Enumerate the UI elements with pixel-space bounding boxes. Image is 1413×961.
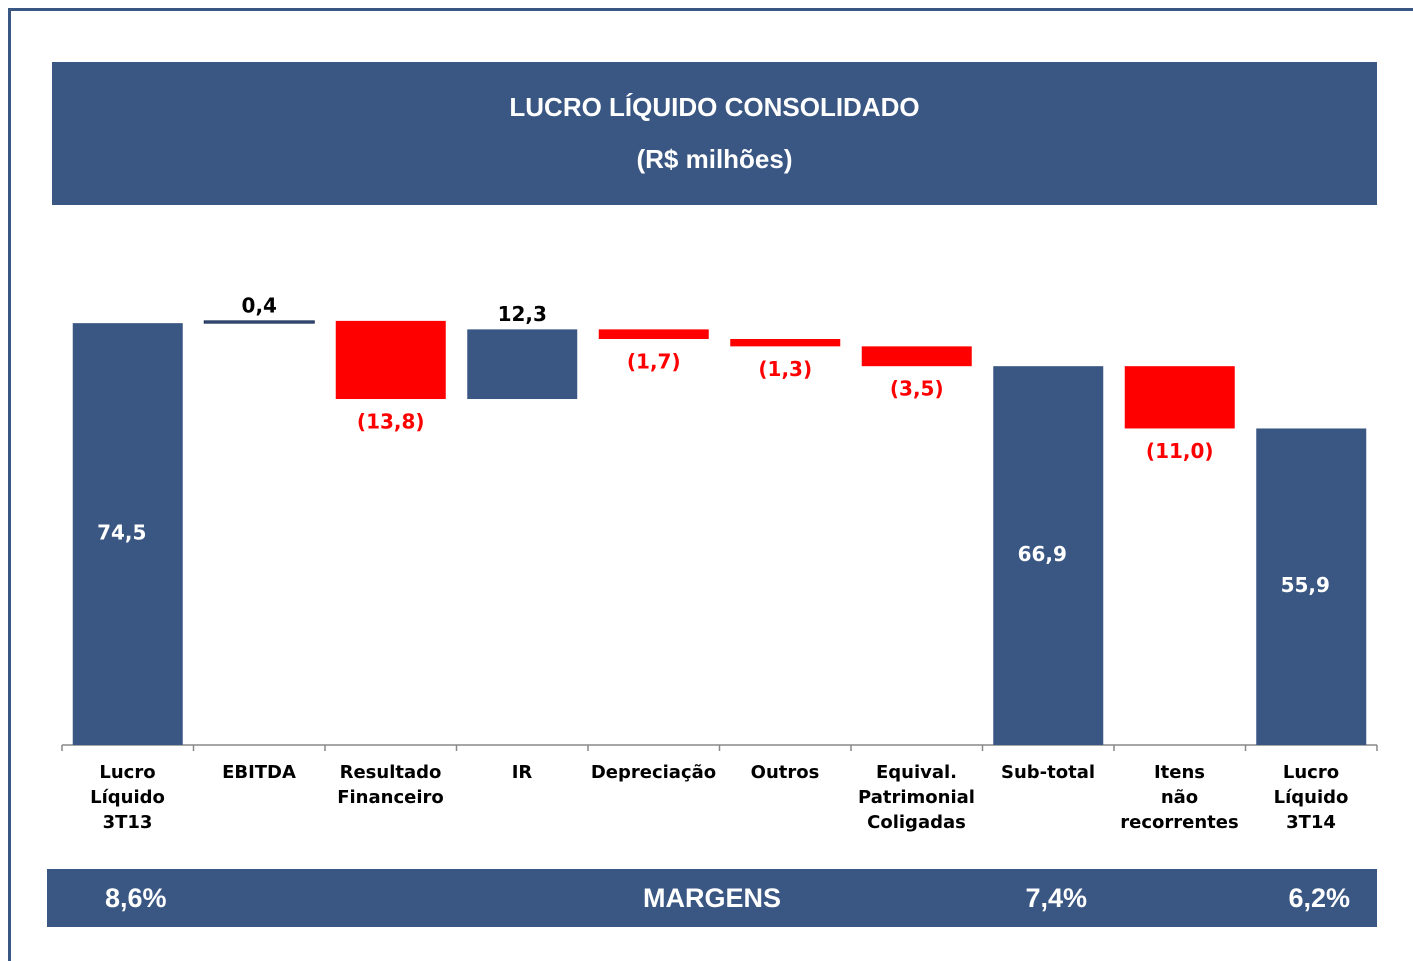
bar bbox=[335, 320, 446, 400]
x-tick-label: Depreciação bbox=[590, 762, 717, 783]
bar bbox=[1124, 366, 1235, 429]
title-banner: LUCRO LÍQUIDO CONSOLIDADO (R$ milhões) bbox=[52, 62, 1377, 205]
x-tick-label: EBITDA bbox=[222, 762, 296, 783]
bar bbox=[861, 346, 972, 367]
x-tick-label: Outros bbox=[750, 762, 820, 783]
value-label: 55,9 bbox=[1281, 573, 1330, 597]
bar bbox=[203, 320, 315, 324]
bar bbox=[467, 329, 578, 400]
x-tick-label: Lucro Líquido 3T14 bbox=[1273, 762, 1349, 833]
value-label: 12,3 bbox=[498, 302, 547, 326]
value-label: (13,8) bbox=[357, 410, 425, 434]
value-label: (3,5) bbox=[890, 377, 944, 401]
value-label: (11,0) bbox=[1146, 439, 1214, 463]
chart-subtitle: (R$ milhões) bbox=[636, 144, 793, 174]
margin-value: 7,4% bbox=[1025, 883, 1088, 913]
value-label: 74,5 bbox=[97, 521, 146, 545]
x-tick-label: Lucro Líquido 3T13 bbox=[90, 762, 165, 833]
margins-title: MARGENS bbox=[642, 883, 781, 913]
bar bbox=[1256, 428, 1367, 745]
bar bbox=[730, 338, 841, 347]
margin-value: 6,2% bbox=[1288, 883, 1351, 913]
margins-bar bbox=[47, 869, 1377, 927]
chart-title: LUCRO LÍQUIDO CONSOLIDADO bbox=[509, 92, 920, 122]
bar bbox=[72, 323, 183, 745]
value-label: 0,4 bbox=[242, 293, 277, 317]
value-label: 66,9 bbox=[1018, 542, 1067, 566]
bar bbox=[598, 329, 709, 339]
bar bbox=[993, 366, 1104, 745]
x-tick-label: IR bbox=[511, 762, 533, 783]
x-tick-label: Sub-total bbox=[1000, 762, 1096, 783]
x-tick-label: Equival. Patrimonial Coligadas bbox=[858, 762, 975, 833]
margin-value: 8,6% bbox=[104, 883, 167, 913]
value-label: (1,7) bbox=[627, 349, 681, 373]
value-label: (1,3) bbox=[758, 357, 812, 381]
x-tick-label: Itens não recorrentes bbox=[1120, 762, 1239, 833]
x-tick-label: Resultado Financeiro bbox=[337, 762, 444, 808]
frame bbox=[8, 8, 1413, 961]
